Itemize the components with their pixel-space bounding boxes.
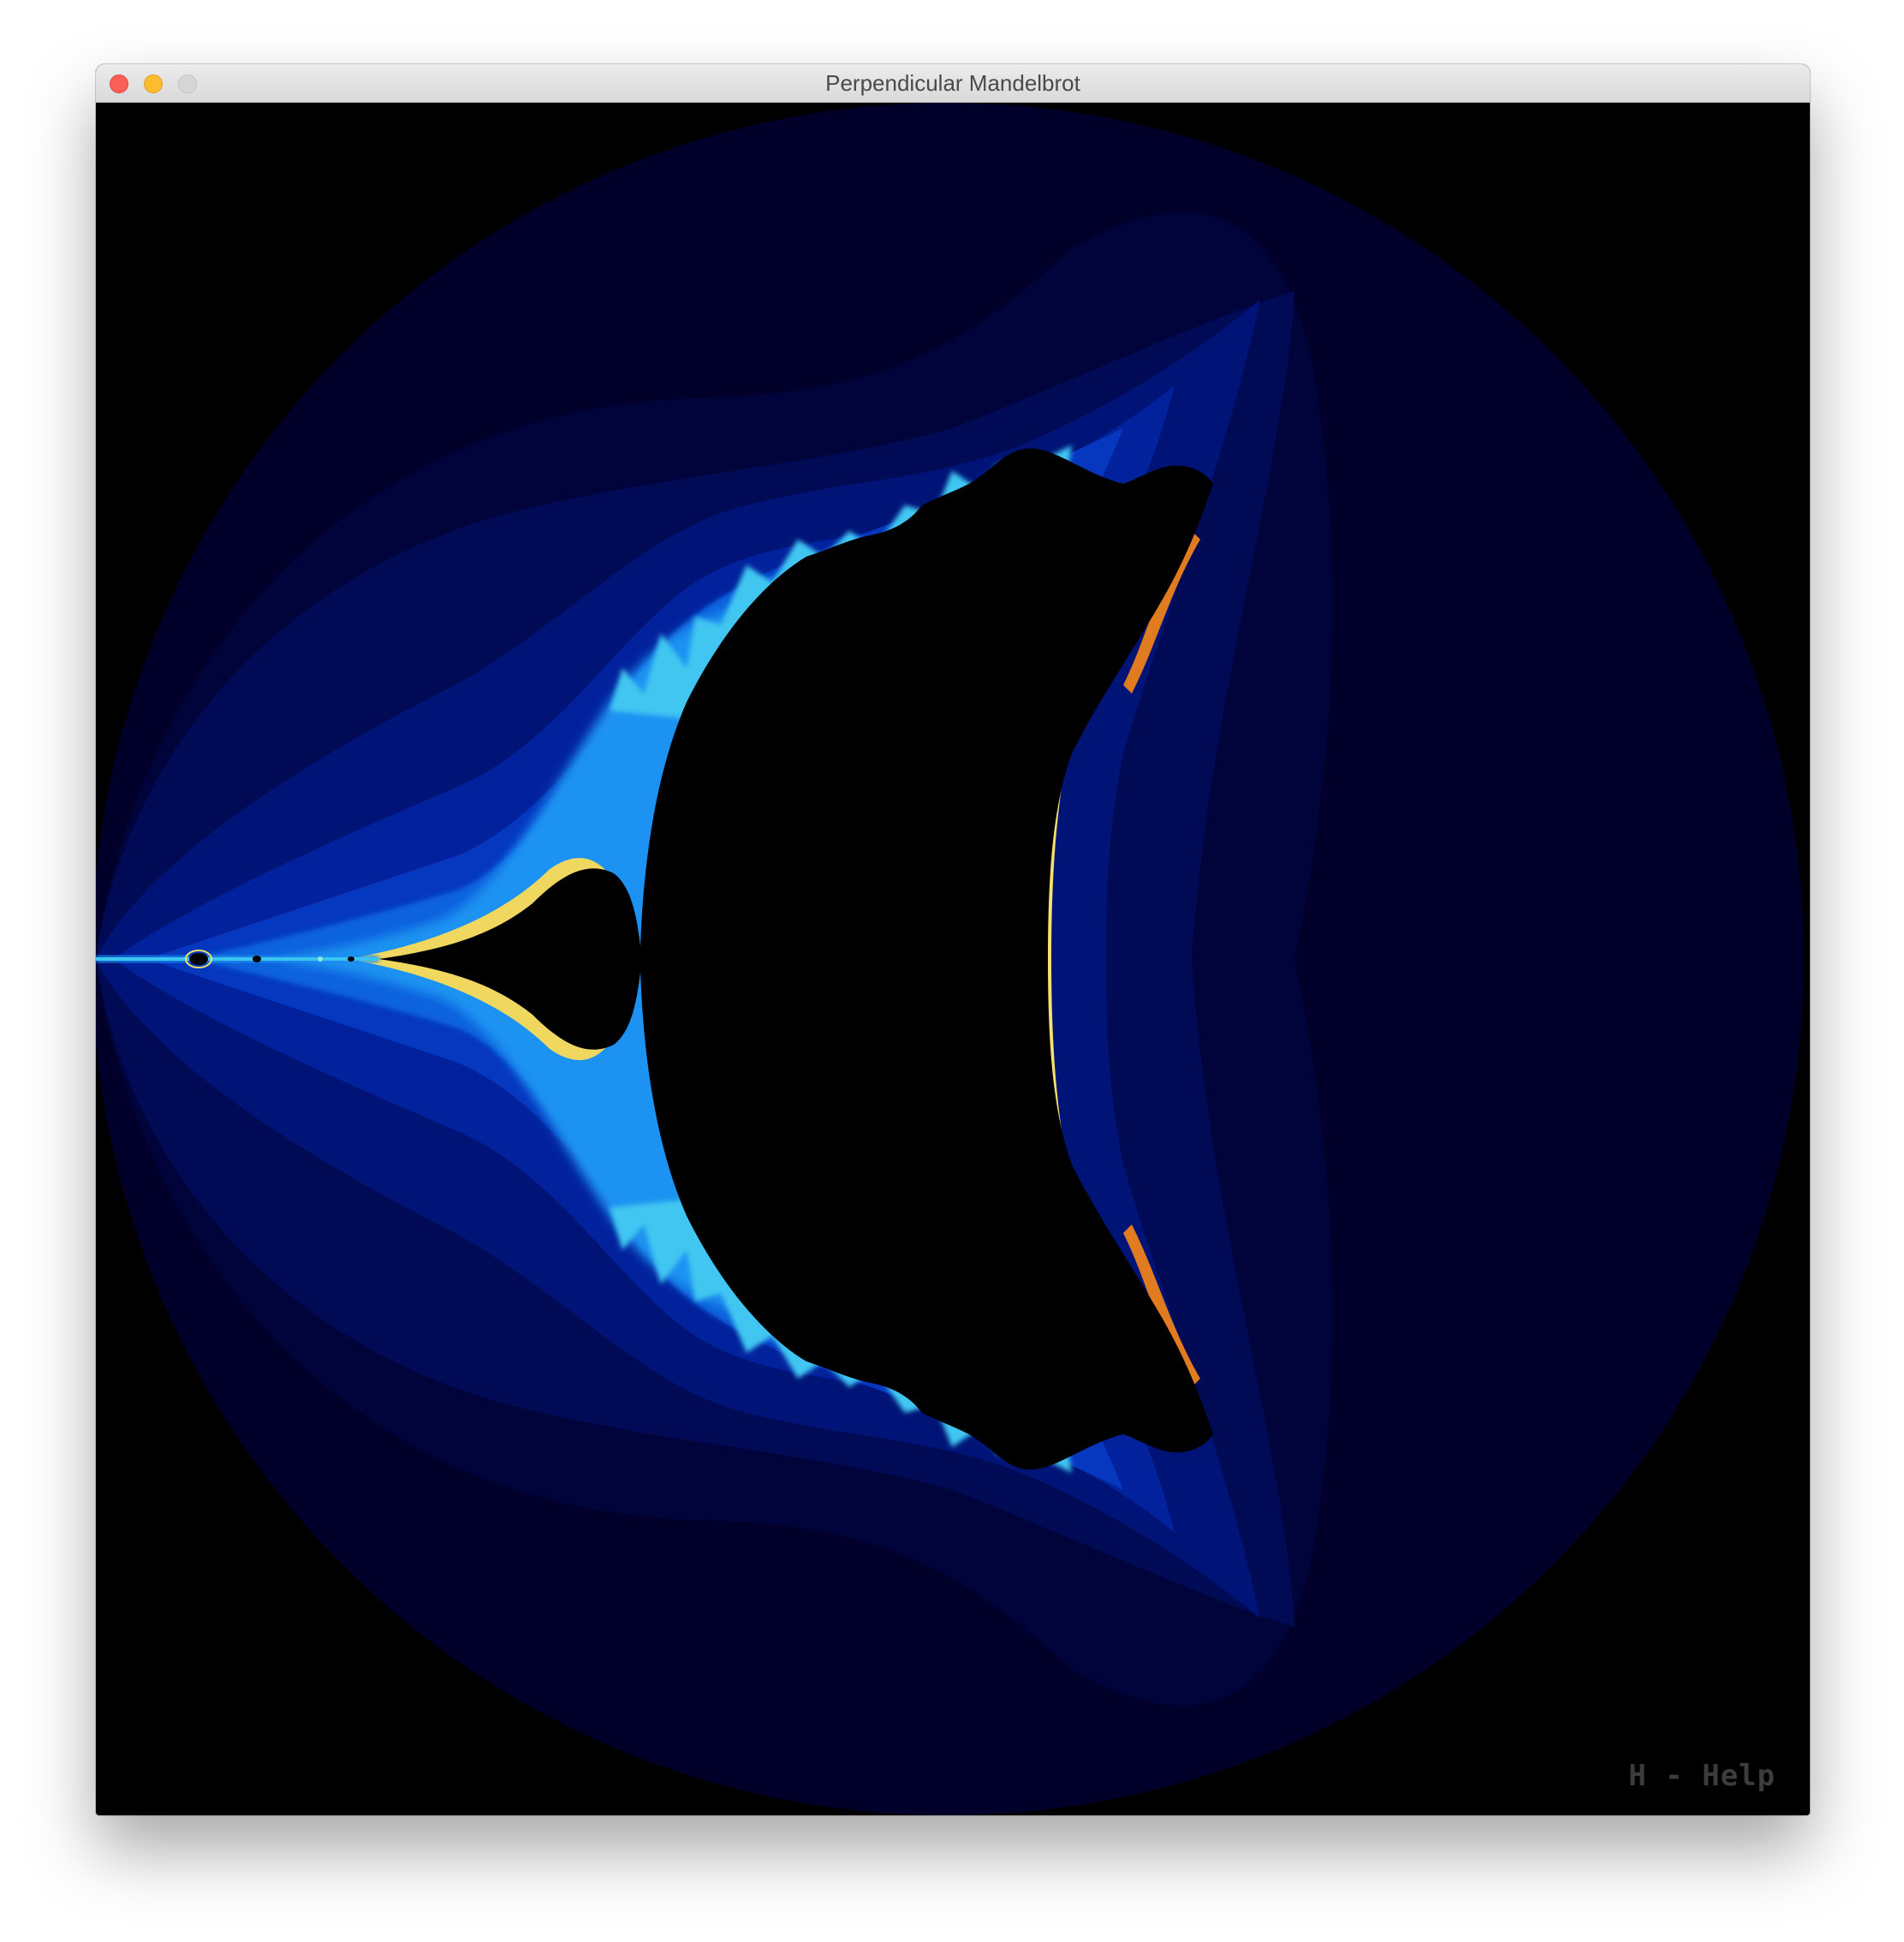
window-title: Perpendicular Mandelbrot — [825, 70, 1080, 96]
title-bar[interactable]: Perpendicular Mandelbrot — [96, 64, 1810, 103]
help-hint: H - Help — [1628, 1759, 1776, 1793]
fractal-render — [96, 103, 1804, 1815]
zoom-button[interactable] — [178, 74, 197, 93]
minimize-button[interactable] — [144, 74, 163, 93]
set-interior — [378, 448, 1213, 1470]
fractal-canvas[interactable]: H - Help — [96, 103, 1810, 1815]
antenna — [96, 950, 378, 968]
close-button[interactable] — [110, 74, 128, 93]
app-window: Perpendicular Mandelbrot — [96, 64, 1810, 1815]
